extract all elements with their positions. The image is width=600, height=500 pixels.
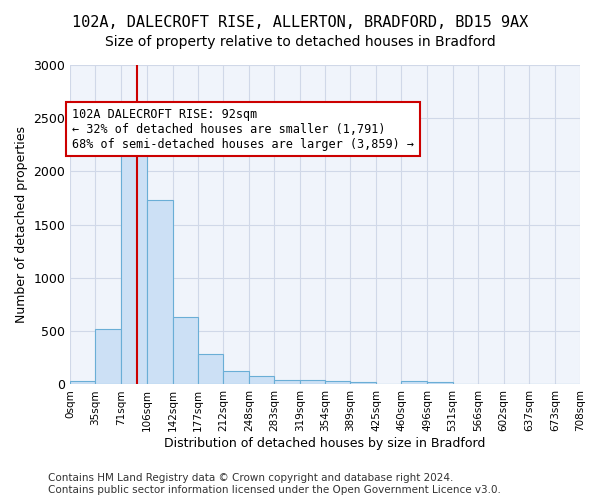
Bar xyxy=(401,382,427,384)
Bar xyxy=(146,200,173,384)
Bar xyxy=(325,380,350,384)
Y-axis label: Number of detached properties: Number of detached properties xyxy=(15,126,28,323)
Bar xyxy=(121,152,146,384)
Text: 102A, DALECROFT RISE, ALLERTON, BRADFORD, BD15 9AX: 102A, DALECROFT RISE, ALLERTON, BRADFORD… xyxy=(72,15,528,30)
X-axis label: Distribution of detached houses by size in Bradford: Distribution of detached houses by size … xyxy=(164,437,486,450)
Bar xyxy=(173,318,198,384)
Bar xyxy=(198,354,223,384)
Bar xyxy=(350,382,376,384)
Bar xyxy=(223,370,249,384)
Bar xyxy=(95,329,121,384)
Bar xyxy=(249,376,274,384)
Text: 102A DALECROFT RISE: 92sqm
← 32% of detached houses are smaller (1,791)
68% of s: 102A DALECROFT RISE: 92sqm ← 32% of deta… xyxy=(72,108,414,150)
Bar xyxy=(427,382,452,384)
Bar xyxy=(274,380,300,384)
Bar xyxy=(300,380,325,384)
Text: Contains HM Land Registry data © Crown copyright and database right 2024.
Contai: Contains HM Land Registry data © Crown c… xyxy=(48,474,501,495)
Bar xyxy=(70,380,95,384)
Text: Size of property relative to detached houses in Bradford: Size of property relative to detached ho… xyxy=(104,35,496,49)
